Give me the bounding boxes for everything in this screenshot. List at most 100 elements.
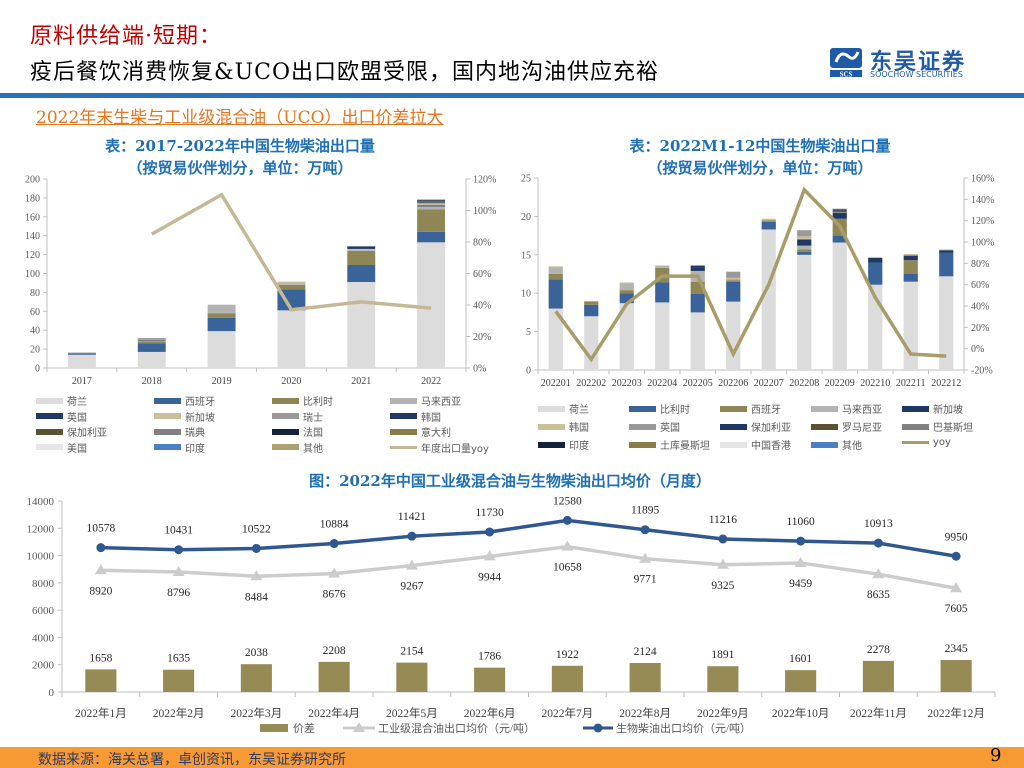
- legend-label: 美国: [67, 443, 87, 455]
- bar-segment: [207, 331, 236, 368]
- circle-marker: [174, 545, 184, 555]
- y2-tick-label: 100%: [473, 206, 496, 217]
- y2-tick-label: 60%: [971, 280, 989, 291]
- bar-segment: [548, 266, 563, 268]
- legend-label: 土库曼斯坦: [660, 441, 710, 452]
- legend-swatch: [36, 428, 63, 435]
- spread-value-label: 1635: [167, 653, 190, 665]
- industrial-price-label: 10658: [553, 562, 582, 574]
- industrial-oil-price-line: [100, 544, 957, 590]
- y2-tick-label: 100%: [971, 238, 994, 249]
- bar-segment: [548, 274, 563, 280]
- circle-marker: [485, 527, 495, 537]
- triangle-marker: [639, 552, 652, 563]
- bar-segment: [347, 282, 376, 368]
- bar-segment: [347, 250, 376, 265]
- bar-segment: [655, 302, 670, 370]
- biodiesel-price-label: 10522: [242, 523, 271, 535]
- annual-export-volume-chart: 0 20 40 60 80 100 120 140 160 180 200 0% 20% 40% 60% 80…: [25, 175, 496, 388]
- data-source: 数据来源：海关总署，卓创资讯，东吴证券研究所: [38, 752, 346, 768]
- spread-value-label: 1658: [89, 652, 112, 664]
- bar-segment: [347, 264, 376, 283]
- bar-segment: [67, 352, 96, 354]
- industrial-price-label: 8796: [167, 587, 190, 599]
- legend-label: 比利时: [303, 397, 333, 408]
- legend-label: 生物柴油出口均价（元/吨）: [616, 721, 751, 735]
- biodiesel-price-label: 10431: [164, 525, 193, 537]
- legend-swatch: [390, 445, 417, 449]
- biodiesel-price-label: 11895: [631, 505, 660, 517]
- bar-segment: [417, 203, 446, 206]
- circle-marker: [640, 525, 650, 535]
- bar-segment: [417, 200, 446, 202]
- bar-segment: [903, 254, 918, 256]
- x-tick-label: 2018: [142, 376, 162, 387]
- spread-value-label: 1922: [556, 649, 579, 661]
- y2-tick-label: 40%: [971, 302, 989, 313]
- svg-text:SCS: SCS: [840, 71, 853, 79]
- bar-segment: [903, 281, 918, 370]
- legend-item: 英国: [629, 419, 680, 434]
- legend-swatch: [811, 423, 838, 430]
- bar-segment: [832, 210, 847, 212]
- bar-segment: [277, 284, 306, 290]
- bar-segment: [347, 246, 376, 249]
- legend-item: 荷兰: [36, 393, 87, 408]
- spread-value-label: 2154: [400, 646, 423, 658]
- biodiesel-price-label: 11216: [709, 514, 738, 526]
- bar-segment: [797, 230, 812, 237]
- legend-swatch: [811, 405, 838, 412]
- y2-tick-label: 60%: [473, 269, 491, 280]
- y-tick-label: 15: [521, 250, 531, 261]
- circle-marker: [873, 538, 883, 548]
- bar-segment: [584, 304, 599, 317]
- bar-segment: [277, 281, 306, 283]
- triangle-marker: [172, 565, 185, 576]
- x-tick-label: 2020: [281, 376, 301, 387]
- y-tick-label: 0: [526, 366, 531, 377]
- bar-segment: [761, 229, 776, 370]
- industrial-price-label: 9325: [711, 580, 734, 592]
- bar-segment: [417, 199, 446, 201]
- legend-swatch: [902, 441, 929, 444]
- legend-label: 新加坡: [185, 412, 215, 424]
- y2-tick-label: 0%: [473, 364, 486, 375]
- x-tick-label: 202210: [860, 378, 890, 389]
- legend-item: yoy: [902, 437, 951, 448]
- bar-segment: [137, 339, 166, 340]
- bar-segment: [277, 282, 306, 285]
- spread-bar: [474, 667, 506, 692]
- spread-value-label: 2345: [945, 643, 968, 655]
- biodiesel-price-label: 12580: [553, 495, 582, 507]
- x-tick-label: 2022年9月: [697, 706, 749, 720]
- legend-label: 法国: [303, 428, 323, 439]
- legend-swatch: [720, 423, 747, 430]
- legend-label: 韩国: [421, 412, 441, 424]
- legend-item: 保加利亚: [720, 419, 791, 434]
- y-tick-label: 20: [521, 212, 531, 223]
- bar-segment: [347, 249, 376, 251]
- spread-value-label: 1891: [711, 649, 734, 661]
- legend-swatch: [154, 428, 181, 435]
- bar-segment: [619, 303, 634, 370]
- bar-segment: [761, 220, 776, 222]
- spread-bar: [707, 666, 739, 692]
- x-tick-label: 202211: [896, 378, 926, 389]
- legend-item: 荷兰: [538, 401, 589, 416]
- legend-swatch: [390, 413, 417, 419]
- legend-label: 英国: [67, 412, 87, 424]
- y-tick-label: 80: [30, 288, 40, 299]
- legend-swatch: [36, 444, 63, 450]
- biodiesel-price-label: 11730: [475, 507, 504, 519]
- bar-segment: [207, 313, 236, 318]
- bar-segment: [655, 265, 670, 268]
- legend-label: 工业级混合油出口均价（元/吨）: [378, 721, 535, 735]
- monthly-export-price-chart: 0 2000 4000 6000 8000 10000 12000 14000 1658 2022…: [27, 495, 996, 735]
- spread-bar: [785, 670, 817, 692]
- spread-bar: [396, 662, 428, 692]
- legend-label: 新加坡: [933, 405, 963, 416]
- legend-swatch: [538, 423, 565, 430]
- chart2-subtitle: （按贸易伙伴划分，单位：万吨）: [647, 159, 873, 177]
- legend-swatch: [154, 397, 181, 404]
- x-tick-label: 2022年1月: [75, 706, 127, 720]
